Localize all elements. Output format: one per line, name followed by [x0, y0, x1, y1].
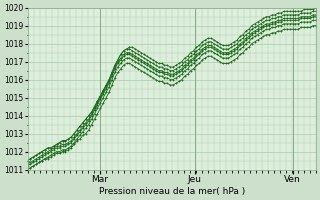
X-axis label: Pression niveau de la mer( hPa ): Pression niveau de la mer( hPa ) — [99, 187, 245, 196]
